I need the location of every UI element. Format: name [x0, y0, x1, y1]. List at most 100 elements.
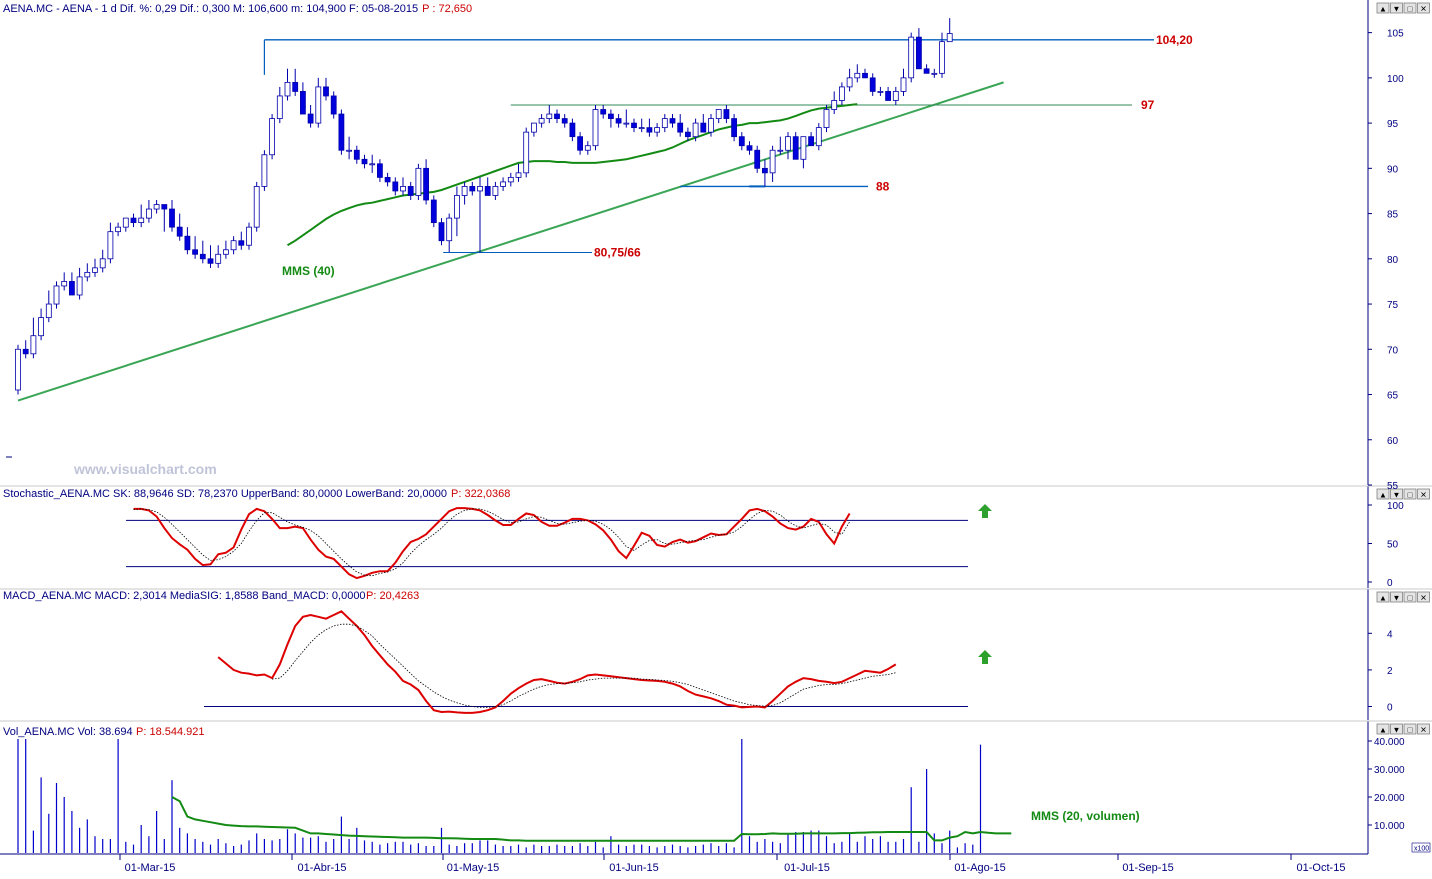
macd-window-button[interactable]: ▼: [1390, 591, 1403, 603]
macd-window-button[interactable]: □: [1403, 591, 1417, 603]
candle-body: [169, 208, 175, 228]
candle-body: [469, 186, 476, 192]
candle-body: [292, 81, 299, 92]
candle-body: [646, 127, 653, 133]
candle-body: [299, 91, 306, 115]
candle-body: [153, 204, 160, 210]
candle-body: [892, 91, 899, 101]
window-button-frame: [1376, 2, 1390, 14]
price-window-button[interactable]: ▲: [1376, 2, 1390, 14]
volume-scale-note: x100: [1414, 846, 1429, 853]
candle-body: [130, 217, 137, 224]
candle-body: [30, 335, 37, 355]
candle-body: [315, 86, 322, 124]
price-window-button[interactable]: ✕: [1417, 2, 1430, 14]
candle-body: [438, 222, 445, 242]
candle-body: [176, 226, 183, 237]
volume-y-tick-label: 40.000: [1374, 737, 1405, 748]
candle-body: [692, 122, 699, 138]
x-tick-label: 01-Ago-15: [954, 862, 1005, 874]
stochastic-window-button[interactable]: ✕: [1417, 488, 1430, 500]
candle-body: [908, 36, 915, 79]
window-button-frame: [1403, 591, 1417, 603]
watermark: www.visualchart.com: [73, 461, 217, 477]
window-button-glyph: ▲: [1379, 726, 1387, 735]
candle-body: [523, 131, 530, 174]
candle-body: [423, 167, 430, 201]
window-button-glyph: ▲: [1379, 491, 1387, 500]
candle-body: [608, 113, 614, 119]
rising-trendline: [17, 81, 1004, 402]
volume-scale-box: [1411, 842, 1431, 853]
window-button-frame: [1417, 2, 1430, 14]
x-tick-label: 01-Sep-15: [1122, 862, 1173, 874]
candle-body: [831, 100, 838, 110]
candle-body: [115, 226, 121, 233]
x-tick-label: 01-May-15: [447, 862, 500, 874]
volume-window-button[interactable]: ✕: [1417, 723, 1430, 735]
candle-body: [777, 149, 784, 152]
macd-window-button[interactable]: ▲: [1376, 591, 1390, 603]
candle-body: [361, 158, 368, 165]
window-button-glyph: ▼: [1393, 726, 1401, 735]
macd-window-button[interactable]: ✕: [1417, 591, 1430, 603]
stochastic-window-button[interactable]: □: [1403, 488, 1417, 500]
mms40-line: [286, 103, 858, 247]
window-button-glyph: □: [1408, 594, 1413, 603]
candle-body: [369, 163, 376, 166]
macd-y-tick-label: 2: [1387, 666, 1393, 677]
macd-y-tick-label: 0: [1387, 703, 1393, 714]
stochastic-window-button[interactable]: ▲: [1376, 488, 1390, 500]
candle-body: [561, 118, 568, 124]
candle-body: [946, 33, 953, 43]
candle-body: [184, 235, 191, 251]
candle-body: [677, 122, 684, 133]
candle-body: [577, 136, 583, 151]
candle-body: [900, 77, 907, 92]
candle-body: [230, 240, 237, 251]
candle-body: [307, 113, 314, 124]
window-button-frame: [1376, 723, 1390, 735]
candle-body: [531, 122, 537, 133]
candle-body: [916, 36, 922, 70]
mms40-label: MMS (40): [282, 264, 335, 278]
volume-y-tick-label: 10.000: [1374, 821, 1405, 832]
window-button-glyph: □: [1408, 5, 1413, 14]
candle-body: [723, 109, 730, 119]
candle-body: [338, 113, 345, 151]
candle-body: [862, 72, 868, 79]
candle-body: [207, 258, 214, 264]
volume-window-button[interactable]: ▼: [1390, 723, 1403, 735]
candle-body: [638, 127, 645, 130]
candle-body: [346, 149, 353, 152]
window-button-glyph: ✕: [1420, 491, 1427, 500]
price-window-button[interactable]: ▼: [1390, 2, 1403, 14]
stochastic-header: Stochastic_AENA.MC SK: 88,9646 SD: 78,23…: [3, 488, 447, 500]
candle-body: [415, 167, 422, 196]
x-tick-label: 01-Oct-15: [1297, 862, 1346, 874]
candle-body: [731, 118, 737, 138]
stochastic-sk-line: [133, 507, 851, 580]
stochastic-window-button[interactable]: ▼: [1390, 488, 1403, 500]
window-button-frame: [1403, 2, 1417, 14]
macd-p-value: P: 20,4263: [366, 590, 419, 602]
price-y-tick-label: 90: [1387, 164, 1399, 175]
volume-header: Vol_AENA.MC Vol: 38.694: [3, 726, 133, 738]
candle-body: [746, 145, 753, 151]
price-y-tick-label: 105: [1387, 29, 1404, 40]
candle-body: [53, 285, 60, 305]
price-window-button[interactable]: □: [1403, 2, 1417, 14]
volume-mms20-line: [171, 796, 1012, 842]
candle-body: [400, 186, 406, 192]
candle-body: [515, 172, 522, 178]
candle-body: [762, 167, 768, 174]
level-label: 97: [1141, 98, 1155, 112]
candle-body: [823, 109, 830, 129]
candle-body: [785, 136, 791, 151]
candle-body: [453, 195, 460, 219]
volume-window-button[interactable]: ▲: [1376, 723, 1390, 735]
volume-window-button[interactable]: □: [1403, 723, 1417, 735]
candle-body: [500, 181, 507, 187]
